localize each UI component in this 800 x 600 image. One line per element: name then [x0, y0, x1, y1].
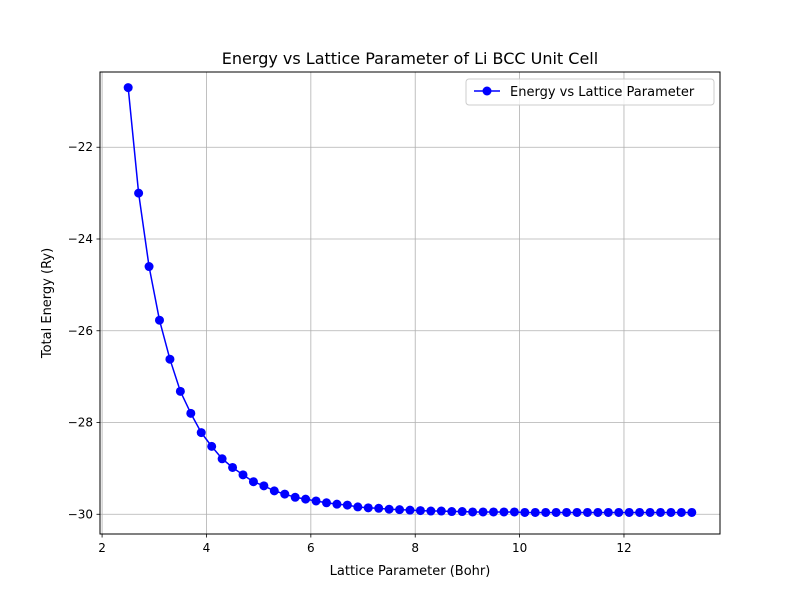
data-point [123, 83, 133, 93]
chart-title: Energy vs Lattice Parameter of Li BCC Un… [222, 49, 598, 68]
data-point [572, 507, 582, 517]
data-point [301, 494, 311, 504]
data-point [248, 477, 258, 487]
data-point [562, 507, 572, 517]
data-point [395, 505, 405, 515]
data-point [290, 492, 300, 502]
data-point [666, 507, 676, 517]
data-point [635, 507, 645, 517]
data-point [499, 507, 509, 517]
x-tick-label: 10 [512, 541, 527, 555]
data-point [551, 507, 561, 517]
data-point [134, 188, 144, 198]
data-point [165, 354, 175, 364]
x-axis-label: Lattice Parameter (Bohr) [330, 564, 491, 579]
x-tick-label: 6 [307, 541, 315, 555]
data-point [624, 507, 634, 517]
data-point [207, 441, 217, 451]
data-point [196, 428, 206, 438]
data-point [322, 498, 331, 508]
data-point [541, 507, 551, 517]
data-point [144, 262, 154, 272]
axis-ticks: 2 4 6 8 10 12 −22 −24 −26 −28 −30 [68, 140, 632, 555]
data-point [530, 507, 540, 517]
data-point [228, 462, 238, 472]
data-point [353, 502, 363, 512]
data-point [520, 507, 530, 517]
x-tick-label: 4 [203, 541, 211, 555]
data-point [614, 507, 624, 517]
data-point [186, 408, 196, 418]
data-point [238, 470, 248, 480]
data-point [332, 499, 342, 509]
data-point [426, 506, 436, 516]
data-point [582, 507, 592, 517]
data-point [384, 504, 394, 514]
y-tick-label: −24 [68, 232, 93, 246]
data-point [676, 507, 686, 517]
data-point [259, 481, 269, 491]
x-tick-label: 8 [411, 541, 419, 555]
y-axis-label: Total Energy (Ry) [40, 248, 55, 359]
data-point [415, 506, 425, 516]
data-point [468, 507, 478, 517]
x-tick-label: 2 [98, 541, 106, 555]
data-point [175, 386, 185, 396]
data-point [593, 507, 603, 517]
data-point [217, 454, 227, 464]
data-point [457, 507, 467, 517]
legend-label: Energy vs Lattice Parameter [510, 85, 695, 100]
data-series [123, 83, 697, 517]
y-tick-label: −30 [68, 507, 93, 521]
y-tick-label: −28 [68, 416, 93, 430]
data-point [645, 507, 655, 517]
data-point [374, 503, 384, 513]
data-point [436, 506, 446, 516]
data-point [363, 503, 373, 513]
legend: Energy vs Lattice Parameter [465, 78, 715, 106]
plot-frame [99, 71, 721, 535]
data-point [342, 500, 352, 510]
data-point [405, 505, 415, 515]
data-point [280, 489, 290, 499]
data-point [687, 507, 697, 517]
legend-marker-swatch [482, 86, 492, 96]
y-tick-label: −22 [68, 140, 93, 154]
x-tick-label: 12 [616, 541, 631, 555]
data-point [656, 507, 666, 517]
data-point [603, 507, 613, 517]
data-point [509, 507, 519, 517]
data-point [311, 496, 321, 506]
y-tick-label: −26 [68, 324, 93, 338]
data-point [489, 507, 498, 517]
data-point [269, 486, 279, 496]
data-point [478, 507, 488, 517]
data-point [154, 315, 164, 325]
legend-box [465, 78, 715, 106]
data-point [447, 507, 457, 517]
plot-area [100, 72, 720, 534]
